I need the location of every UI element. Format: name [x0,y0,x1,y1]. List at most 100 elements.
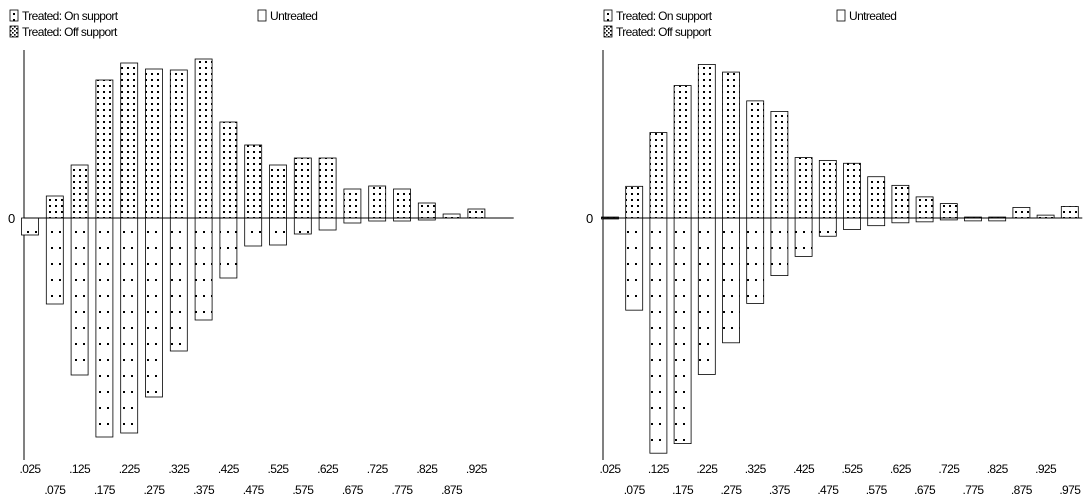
bar-untreated [915,217,934,223]
legend-label: Treated: Off support [22,25,118,39]
bar-untreated [867,217,886,227]
bar-untreated [818,217,837,237]
x-tick-label: .625 [890,462,912,476]
x-tick-label: .125 [69,462,91,476]
bar-treated-on-support [145,68,163,219]
bar-untreated [169,217,188,352]
bar-untreated [891,217,910,224]
x-tick-label: .125 [648,462,670,476]
legend-swatch [257,9,267,22]
x-tick-label: .175 [94,483,116,497]
x-tick-label: .175 [672,483,694,497]
x-tick-label: .825 [987,462,1009,476]
bar-untreated [746,217,765,304]
bar-untreated [293,217,312,235]
legend-swatch [9,9,19,22]
bar-treated-on-support [1012,207,1031,219]
legend-swatch [603,25,613,38]
x-tick-label: .025 [600,462,622,476]
x-tick-label: .025 [20,462,42,476]
x-tick-label: .425 [793,462,815,476]
bar-treated-on-support [939,203,958,219]
x-tick-label: .875 [1011,483,1033,497]
x-tick-label: .225 [696,462,718,476]
x-tick-label: .075 [44,483,66,497]
bar-treated-on-support [169,69,188,219]
bar-treated-on-support [293,157,312,219]
bar-untreated [770,217,789,276]
bar-untreated [194,217,213,321]
x-tick-label: .425 [218,462,240,476]
x-tick-label: .925 [466,462,488,476]
bar-untreated [120,217,139,434]
bar-untreated [625,217,644,311]
bar-treated-on-support [673,85,692,219]
bar-untreated [697,217,716,375]
bar-treated-on-support [891,184,910,219]
bar-treated-on-support [318,157,337,219]
left-histogram-panel: Treated: On support Treated: Off support U… [8,9,514,497]
bar-untreated [343,217,362,224]
right-histogram-panel: Treated: On support Treated: Off support U… [586,9,1083,497]
legend-label: Untreated [849,9,896,23]
bar-treated-on-support [867,176,886,219]
x-tick-label: .925 [1035,462,1057,476]
x-tick-label: .475 [817,483,839,497]
bar-untreated [318,217,337,231]
x-tick-label: .275 [721,483,743,497]
legend-label: Untreated [270,9,317,23]
bar-treated-on-support [746,100,765,219]
x-tick-label: .375 [193,483,215,497]
bar-treated-on-support [368,185,387,219]
bar-untreated [794,217,813,257]
bar-untreated [244,217,263,247]
x-tick-label: .575 [866,483,888,497]
legend-swatch [603,9,613,22]
bar-treated-on-support [417,202,436,219]
x-tick-label: .325 [168,462,190,476]
x-tick-label: .725 [938,462,960,476]
x-tick-label: .825 [416,462,438,476]
bar-untreated [95,217,114,438]
bar-treated-on-support [843,162,861,219]
x-tick-label: .625 [317,462,339,476]
legend-label: Treated: On support [22,9,119,23]
bar-treated-on-support [794,157,813,219]
bar-treated-on-support [818,159,837,219]
legend-label: Treated: Off support [616,25,712,39]
bar-treated-on-support [194,58,213,219]
bar-treated-on-support [70,164,89,219]
bar-treated-on-support [219,121,238,219]
bar-untreated [219,217,238,279]
bar-untreated [269,217,287,246]
bar-untreated [722,217,740,344]
bar-treated-on-support [915,196,934,219]
bar-untreated [21,217,39,236]
bar-untreated [649,217,668,454]
bar-treated-on-support [722,71,740,219]
bar-treated-on-support [269,164,287,219]
bar-treated-on-support [625,185,644,219]
bar-untreated [843,217,861,230]
bar-treated-on-support [120,62,139,219]
x-tick-label: .875 [441,483,463,497]
bar-treated-on-support [45,195,64,219]
x-tick-label: .675 [914,483,936,497]
x-tick-label: .575 [292,483,314,497]
x-tick-label: .725 [367,462,389,476]
bar-untreated [45,217,64,305]
x-tick-label: .525 [842,462,864,476]
bar-treated-on-support [770,111,789,219]
y-zero-label: 0 [8,211,15,226]
x-tick-label: .275 [144,483,166,497]
x-tick-label: .075 [624,483,646,497]
legend-swatch [9,25,19,38]
x-tick-label: .475 [243,483,265,497]
bar-treated-on-support [697,64,716,219]
legend: Treated: On support Treated: Off support U… [9,9,318,39]
x-tick-label: .775 [392,483,414,497]
legend-label: Treated: On support [616,9,713,23]
bar-treated-on-support [393,188,411,219]
bar-treated-on-support [1060,206,1079,219]
bar-untreated [70,217,89,376]
